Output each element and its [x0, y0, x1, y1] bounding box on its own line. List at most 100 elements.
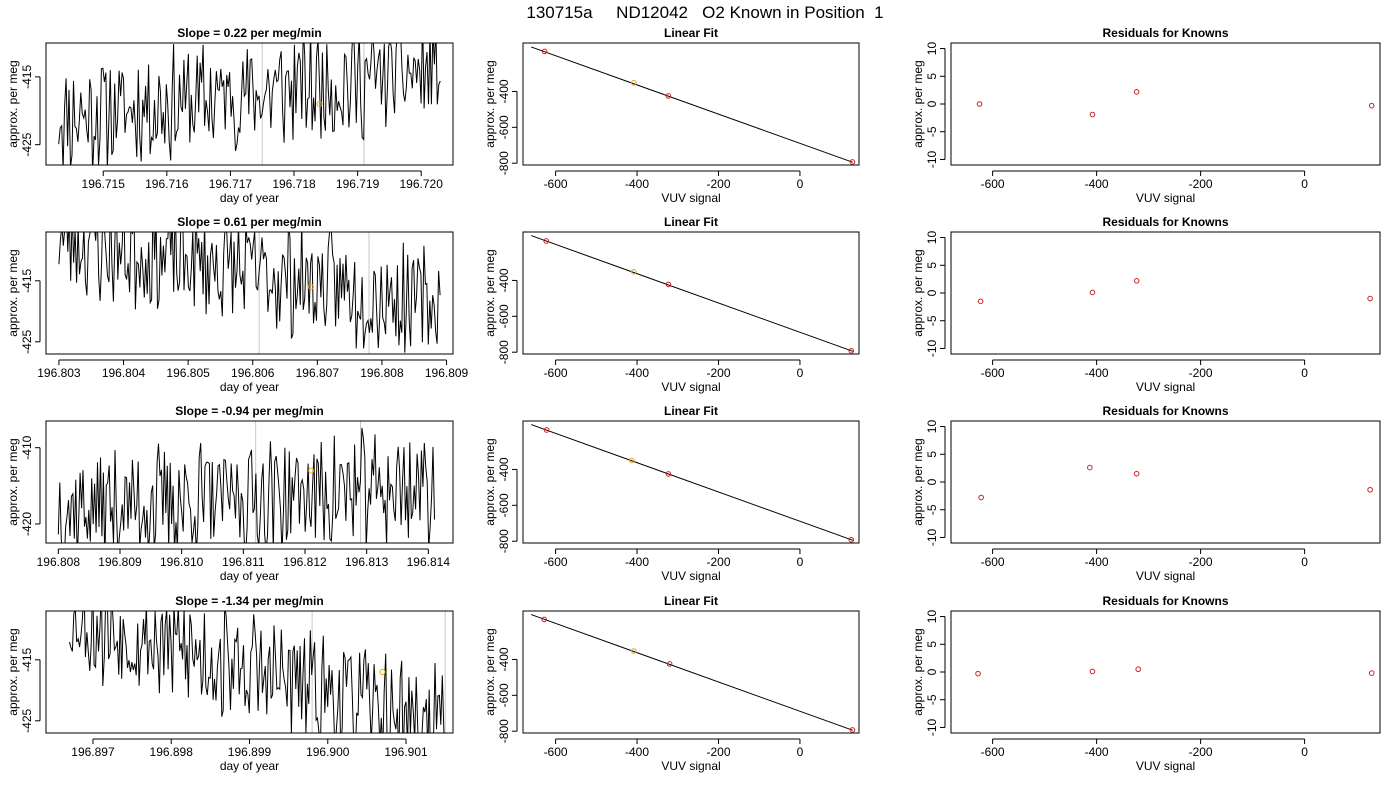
y-tick-label: 0: [925, 478, 939, 485]
panel-title: Residuals for Knowns: [1102, 26, 1228, 40]
x-tick-label: 196.813: [345, 555, 389, 569]
y-tick-label: 5: [925, 641, 939, 648]
x-tick-label: 196.715: [82, 177, 126, 191]
plot-frame: [45, 610, 454, 734]
panel-title: Linear Fit: [664, 594, 718, 608]
y-tick-label: 5: [925, 451, 939, 458]
x-tick-label: 0: [797, 366, 804, 380]
panel-r4-c1: Slope = -1.34 per meg/min 196.897 196.898 1…: [6, 594, 454, 773]
x-tick-label: -200: [1189, 177, 1213, 191]
plot-frame: [45, 420, 454, 544]
fit-line: [530, 235, 854, 352]
x-tick-label: 196.717: [209, 177, 253, 191]
x-tick-label: 196.719: [336, 177, 380, 191]
data-point: [543, 238, 550, 244]
x-tick-label: -200: [706, 555, 730, 569]
x-tick-label: 196.898: [150, 745, 194, 759]
plot-frame: [950, 420, 1381, 544]
x-tick-label: 196.804: [102, 366, 146, 380]
y-axis-label: approx. per meg: [483, 628, 497, 715]
x-tick-label: 0: [797, 555, 804, 569]
y-tick-label: 10: [925, 420, 939, 434]
x-axis-label: VUV signal: [1136, 191, 1195, 205]
y-tick-label: -5: [925, 504, 939, 515]
series-line: [58, 232, 441, 353]
y-tick-label: 0: [925, 289, 939, 296]
data-point: [1089, 111, 1096, 118]
data-point: [1133, 470, 1140, 477]
series-line: [69, 611, 445, 733]
y-tick-label: 5: [925, 262, 939, 269]
x-tick-label: 0: [1301, 177, 1308, 191]
x-tick-label: 0: [797, 745, 804, 759]
panel-title: Residuals for Knowns: [1102, 594, 1228, 608]
series-line: [57, 427, 435, 543]
highlight-point: [379, 669, 386, 675]
data-point: [666, 661, 673, 667]
x-tick-label: 196.805: [166, 366, 210, 380]
x-tick-label: -600: [544, 177, 568, 191]
x-tick-label: -600: [981, 366, 1005, 380]
y-tick-label: -415: [20, 268, 34, 292]
data-point: [1368, 102, 1375, 109]
y-tick-label: -800: [497, 340, 511, 364]
panel-title: Linear Fit: [664, 26, 718, 40]
x-axis-label: VUV signal: [1136, 759, 1195, 773]
panel-title: Residuals for Knowns: [1102, 215, 1228, 229]
panel-r1-c2: Linear Fit -600 -400 -200 0 VUV signal -400 -60…: [483, 26, 860, 205]
x-axis-label: VUV signal: [1136, 569, 1195, 583]
data-point: [978, 494, 984, 501]
data-point: [976, 101, 983, 107]
panel-r2-c3: Residuals for Knowns -600 -400 -200 0 VUV sig…: [911, 215, 1381, 394]
panel-title: Residuals for Knowns: [1102, 404, 1228, 418]
y-tick-label: -5: [925, 694, 939, 705]
y-tick-label: 0: [925, 668, 939, 675]
x-tick-label: 196.808: [37, 555, 81, 569]
panel-r1-c1: Slope = 0.22 per meg/min 196.715 196.716 19…: [6, 26, 454, 205]
panel-r1-c3: Residuals for Knowns -600 -400 -200 0 VUV sig…: [911, 26, 1381, 205]
panel-title: Linear Fit: [664, 404, 718, 418]
plot-frame: [522, 610, 860, 734]
panel-title: Slope = -0.94 per meg/min: [175, 404, 323, 418]
y-tick-label: -10: [925, 150, 939, 168]
data-point: [1087, 464, 1093, 471]
data-point: [848, 347, 855, 354]
y-tick-label: -415: [20, 65, 34, 89]
y-tick-label: -10: [925, 718, 939, 736]
plot-frame: [950, 42, 1381, 166]
x-axis-label: VUV signal: [1136, 380, 1195, 394]
panel-title: Slope = 0.61 per meg/min: [177, 215, 321, 229]
y-axis-label: approx. per meg: [6, 249, 20, 336]
plot-frame: [45, 42, 454, 166]
data-point: [1368, 670, 1375, 676]
data-point: [541, 48, 548, 55]
y-tick-label: -400: [497, 268, 511, 292]
y-axis-label: approx. per meg: [911, 249, 925, 336]
data-point: [1367, 486, 1373, 493]
x-tick-label: -200: [706, 366, 730, 380]
x-axis-label: VUV signal: [661, 759, 720, 773]
y-tick-label: 10: [925, 610, 939, 624]
y-tick-label: -400: [497, 647, 511, 671]
panel-r2-c2: Linear Fit -600 -400 -200 0 VUV signal -400 -60…: [483, 215, 860, 394]
x-tick-label: -200: [706, 177, 730, 191]
y-tick-label: -5: [925, 315, 939, 326]
x-tick-label: -600: [544, 555, 568, 569]
highlight-point: [307, 283, 314, 290]
y-tick-label: -800: [497, 719, 511, 743]
series-line: [58, 43, 441, 165]
plot-frame: [45, 231, 454, 355]
data-point: [630, 648, 637, 654]
x-tick-label: 196.808: [360, 366, 404, 380]
x-tick-label: -400: [625, 177, 649, 191]
x-tick-label: -600: [981, 177, 1005, 191]
panel-title: Linear Fit: [664, 215, 718, 229]
x-tick-label: -400: [1085, 177, 1109, 191]
x-tick-label: 196.812: [283, 555, 327, 569]
x-tick-label: -400: [1085, 555, 1109, 569]
data-point: [665, 281, 672, 288]
x-tick-label: -400: [1085, 745, 1109, 759]
x-tick-label: 196.901: [384, 745, 428, 759]
panels: Slope = 0.22 per meg/min 196.715 196.716 19…: [6, 26, 1381, 773]
